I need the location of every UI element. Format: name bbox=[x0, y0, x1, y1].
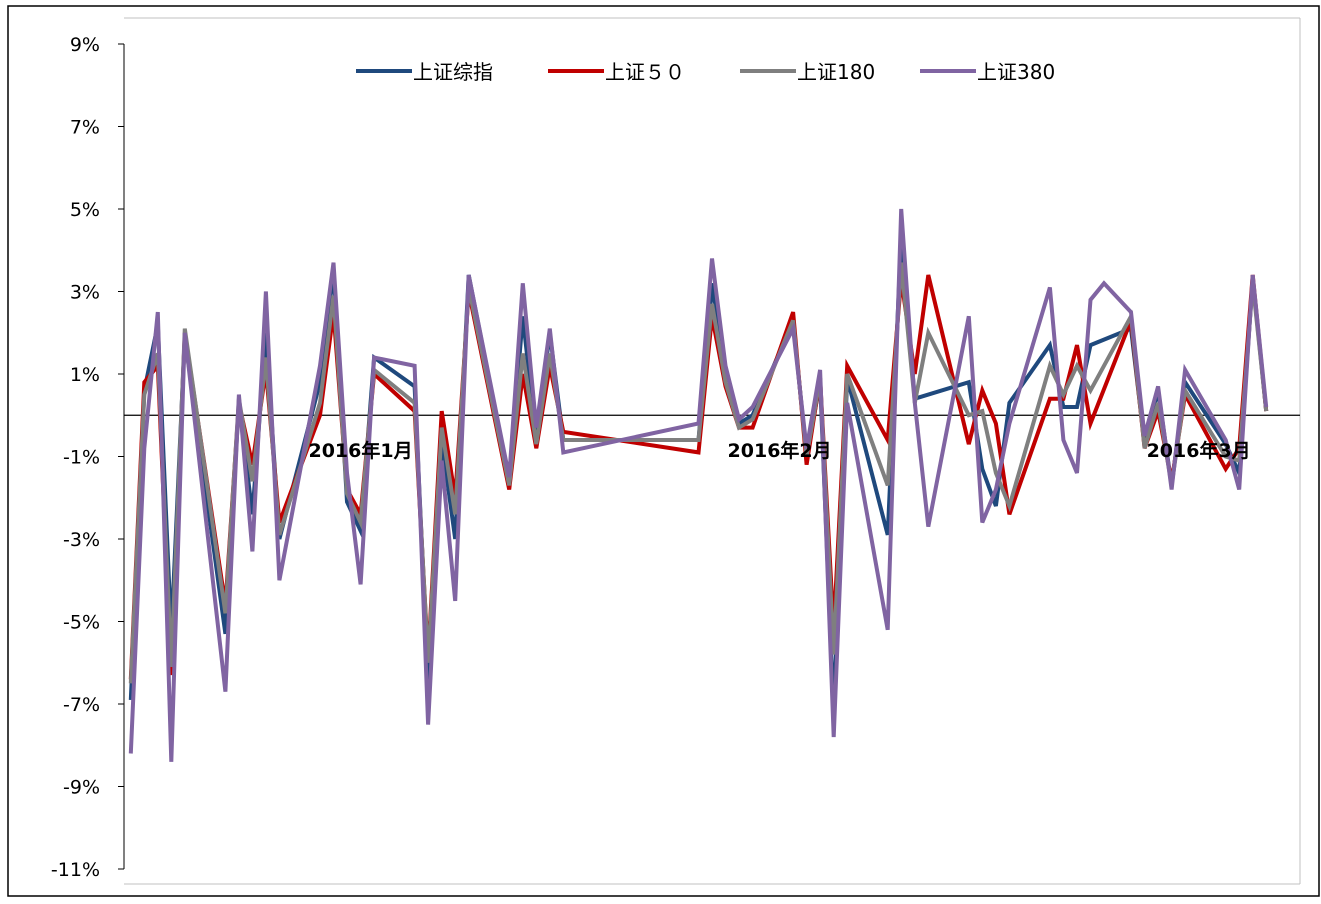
y-tick-label: 7% bbox=[70, 117, 100, 139]
series-layer bbox=[128, 208, 1269, 762]
x-month-label: 2016年1月 bbox=[308, 439, 412, 462]
month-labels: 2016年1月 2016年2月 2016年3月 bbox=[308, 439, 1250, 462]
series-line-3 bbox=[128, 262, 1269, 684]
y-tick-label: 9% bbox=[70, 34, 100, 56]
legend-label-3: 上证180 bbox=[797, 60, 875, 84]
y-tick-label: -3% bbox=[63, 529, 100, 551]
y-tick-label: -5% bbox=[63, 612, 100, 634]
y-tick-label: 1% bbox=[70, 364, 100, 386]
y-tick-label: -11% bbox=[51, 859, 100, 881]
y-tick-label: 3% bbox=[70, 282, 100, 304]
series-line-4 bbox=[128, 208, 1269, 762]
legend: 上证综指 上证５０ 上证180 上证380 bbox=[356, 60, 1055, 84]
y-tick-label: 5% bbox=[70, 199, 100, 221]
legend-label-1: 上证综指 bbox=[413, 60, 493, 84]
x-month-label: 2016年2月 bbox=[728, 439, 832, 462]
y-tick-label: -9% bbox=[63, 777, 100, 799]
y-axis: 9% 7% 5% 3% 1% -1% -3% -5% -7% -9% -11% bbox=[51, 34, 125, 881]
y-tick-label: -1% bbox=[63, 447, 100, 469]
legend-label-4: 上证380 bbox=[977, 60, 1055, 84]
y-tick-label: -7% bbox=[63, 694, 100, 716]
chart-border bbox=[7, 5, 1320, 897]
legend-label-2: 上证５０ bbox=[605, 60, 685, 84]
x-month-label: 2016年3月 bbox=[1147, 439, 1251, 462]
